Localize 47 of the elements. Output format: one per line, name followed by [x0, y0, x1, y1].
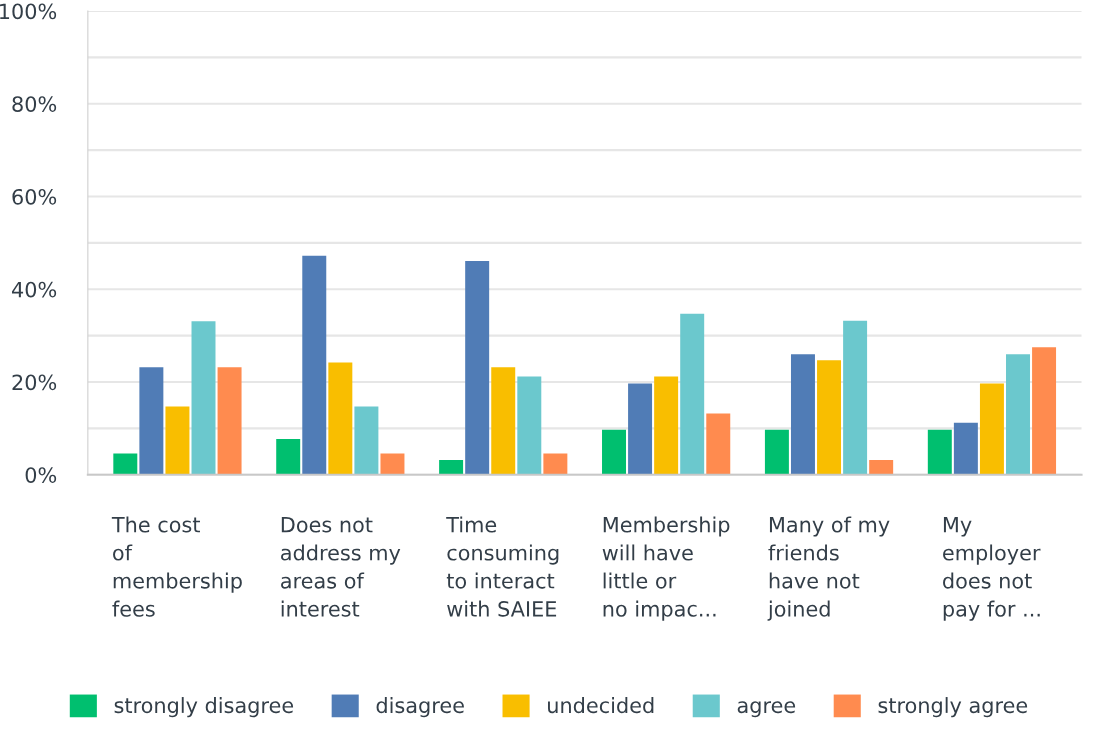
bar [953, 422, 978, 475]
bar [165, 406, 190, 475]
x-tick-label: Membership will have little or no impac... [602, 516, 730, 621]
bar [139, 367, 164, 475]
bar [628, 383, 653, 475]
bar [843, 320, 868, 475]
bar [602, 429, 626, 475]
bar [680, 313, 705, 475]
bar [1006, 354, 1030, 475]
y-tick-label: 60% [12, 188, 57, 205]
bar [328, 362, 353, 475]
bar [465, 260, 490, 475]
bar [113, 453, 138, 475]
bar [869, 459, 894, 475]
bar [543, 453, 568, 475]
x-tick-label: The cost of membership fees [111, 516, 242, 617]
y-tick-label: 100% [0, 3, 57, 20]
x-tick-label: Many of my friends have not joined [767, 516, 890, 621]
bar [817, 360, 842, 475]
y-tick-label: 40% [12, 281, 57, 298]
bar [302, 255, 327, 475]
bar [927, 429, 952, 475]
legend-label: disagree [376, 697, 464, 718]
x-tick-label: Does not address my areas of interest [281, 517, 401, 617]
bar [654, 376, 679, 475]
legend-label: strongly agree [878, 697, 1028, 718]
bar [706, 413, 731, 475]
x-tick-label: My employer does not pay for ... [943, 517, 1041, 621]
bar [354, 406, 379, 475]
y-tick-label: 20% [12, 374, 57, 391]
y-tick-label: 0% [25, 467, 57, 483]
x-tick-label: Time consuming to interact with SAIEE [446, 516, 559, 617]
y-tick-label: 80% [12, 96, 57, 112]
bar [439, 459, 464, 475]
legend-label: agree [737, 701, 796, 718]
legend-label: strongly disagree [114, 697, 294, 718]
legend-label: undecided [548, 697, 654, 714]
bar [217, 367, 242, 475]
bar [491, 367, 516, 475]
bar [380, 453, 405, 475]
bar [979, 383, 1004, 475]
bar [764, 429, 789, 475]
bar [1032, 347, 1057, 475]
bar [517, 376, 542, 475]
bar [790, 354, 815, 475]
bar [191, 321, 216, 475]
bar [276, 439, 301, 475]
